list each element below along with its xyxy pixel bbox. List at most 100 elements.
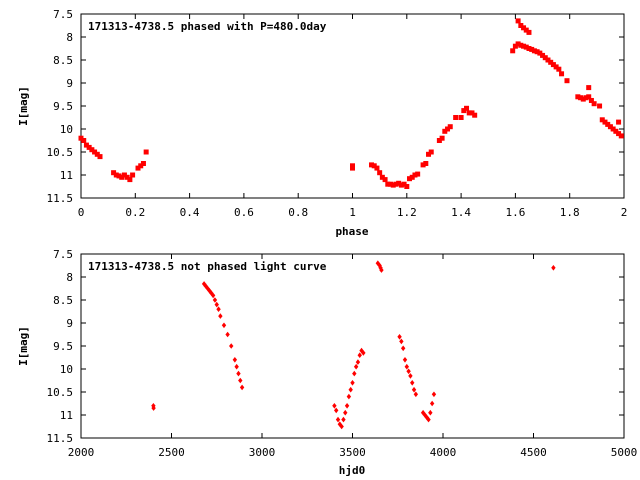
phased-data-point [81,138,87,143]
phased-data-point [534,49,540,55]
unphased-data-point [212,297,218,303]
phased-x-tick-label: 0.4 [180,206,200,219]
unphased-data-point [207,288,212,294]
phased-y-tick-label: 9.5 [53,100,73,113]
phased-data-point [379,174,385,180]
unphased-y-tick-label: 8.5 [53,294,73,307]
phased-data-point [116,173,122,179]
unphased-y-tick-label: 9 [66,317,73,330]
phased-y-tick-label: 10 [60,123,73,136]
unphased-data-point [238,377,243,384]
phased-data-point [409,174,415,180]
phased-chart-title: 171313-4738.5 phased with P=480.0day [88,20,327,33]
unphased-data-point [334,407,339,414]
phased-data-point [597,103,603,109]
unphased-x-tick-label: 2500 [158,446,185,459]
phased-data-point [124,174,130,180]
unphased-data-point [413,391,419,398]
phased-data-point [78,135,84,141]
phased-data-point [404,184,410,189]
unphased-y-tick-label: 10 [60,363,73,376]
phased-x-tick-label: 0 [78,206,85,219]
unphased-data-point [429,400,435,407]
phased-data-point [445,126,451,132]
phased-data-point [401,181,407,187]
unphased-x-tick-label: 3000 [249,446,276,459]
phased-data-point [415,171,421,177]
unphased-y-tick-label: 8 [66,271,73,284]
phased-data-point [526,29,532,35]
unphased-chart-title: 171313-4738.5 not phased light curve [88,260,327,273]
phased-data-point [537,50,543,56]
phased-data-point [578,95,584,101]
phased-data-point [371,163,377,169]
phased-data-point [583,95,589,101]
phased-x-tick-label: 1.2 [397,206,417,219]
unphased-data-point [551,265,556,271]
phased-data-point [447,124,453,130]
phased-y-tick-label: 11.5 [47,192,74,205]
unphased-x-tick-label: 4500 [520,446,547,459]
phased-data-point [121,172,127,178]
unphased-data-point [236,370,241,377]
phased-data-point [83,142,89,148]
unphased-data-point [234,363,239,370]
phased-data-point [407,176,413,182]
phased-data-point [442,128,448,134]
phased-data-point [616,131,622,137]
unphased-data-point [428,409,433,416]
phased-data-point [529,46,535,52]
phased-data-point [89,147,95,153]
phased-y-tick-label: 10.5 [47,146,74,159]
phased-data-point [602,119,608,125]
phased-data-point [135,165,141,171]
unphased-y-axis-label: I[mag] [17,326,30,366]
unphased-data-point [378,265,383,271]
phased-data-point [412,172,418,178]
phased-data-point [599,117,605,123]
phased-data-point [439,135,445,141]
unphased-data-point [239,384,245,391]
phased-data-point [515,41,521,47]
phased-data-point [130,172,136,178]
phased-y-tick-label: 8.5 [53,54,73,67]
phased-data-point [140,161,146,166]
phased-data-point [398,182,404,188]
phased-data-point [461,108,467,114]
phased-data-point [518,42,524,48]
unphased-data-point [229,343,234,349]
unphased-y-tick-label: 11.5 [47,432,74,445]
unphased-data-point [400,345,406,352]
unphased-data-point [431,391,437,398]
unphased-data-point [406,368,411,375]
unphased-y-tick-label: 10.5 [47,386,74,399]
unphased-axis-ticks: 2000 2500 3000 3500 4000 4500 5000 7.5 8 8.5 9 9.5 1… [47,248,638,459]
unphased-data-point [353,363,359,370]
phased-data-point [464,105,470,111]
unphased-data-point [341,416,346,423]
phased-data-point [127,177,133,183]
unphased-data-point [216,306,221,312]
phased-data-point [420,162,426,168]
phased-x-axis-label: phase [335,225,368,238]
phased-data-point [591,101,597,107]
unphased-data-point [361,350,366,356]
phased-data-point [94,151,100,157]
phased-data-point [523,27,529,33]
unphased-data-point [352,370,357,377]
phased-data-point [396,180,402,186]
phased-data-point [426,151,432,157]
phased-data-point [523,44,529,50]
phased-data-point [143,149,149,155]
phased-data-point [436,138,442,143]
phased-data-point [586,94,592,100]
phased-data-point [382,177,388,183]
unphased-y-tick-label: 9.5 [53,340,73,353]
phased-data-point [586,85,592,91]
phased-data-point [119,174,125,180]
unphased-data-point [221,322,227,329]
phased-data-point [518,23,524,28]
unphased-data-point [210,292,216,299]
phased-data-point [526,46,532,51]
phased-data-point [521,43,527,49]
